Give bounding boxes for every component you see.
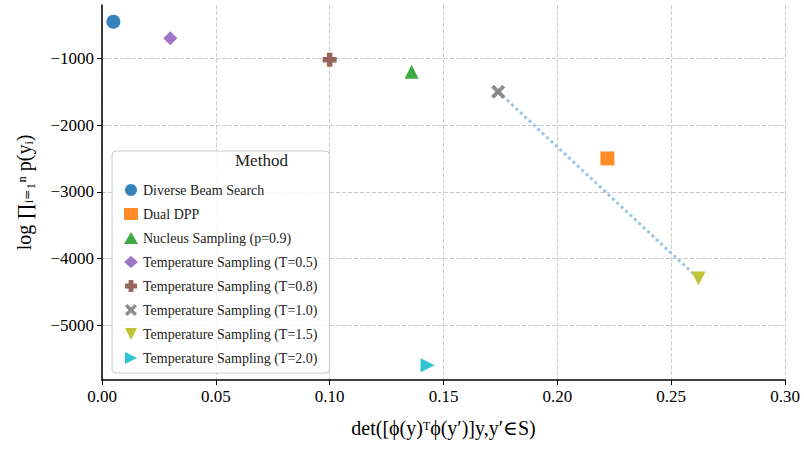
svg-text:Temperature Sampling (T=0.5): Temperature Sampling (T=0.5) bbox=[143, 255, 318, 271]
svg-text:−4000: −4000 bbox=[50, 249, 94, 268]
svg-text:Temperature Sampling (T=0.8): Temperature Sampling (T=0.8) bbox=[143, 279, 318, 295]
svg-text:log ∏ᵢ₌₁ⁿ p(yᵢ): log ∏ᵢ₌₁ⁿ p(yᵢ) bbox=[13, 135, 36, 251]
svg-text:0.05: 0.05 bbox=[201, 387, 231, 406]
svg-text:0.20: 0.20 bbox=[542, 387, 572, 406]
svg-text:−1000: −1000 bbox=[50, 49, 94, 68]
svg-text:0.25: 0.25 bbox=[656, 387, 686, 406]
svg-text:0.30: 0.30 bbox=[770, 387, 800, 406]
svg-text:Temperature Sampling (T=1.0): Temperature Sampling (T=1.0) bbox=[143, 303, 318, 319]
svg-text:−2000: −2000 bbox=[50, 116, 94, 135]
svg-text:Method: Method bbox=[235, 151, 288, 170]
svg-text:Temperature Sampling (T=2.0): Temperature Sampling (T=2.0) bbox=[143, 351, 318, 367]
svg-text:Nucleus Sampling (p=0.9): Nucleus Sampling (p=0.9) bbox=[143, 231, 292, 247]
svg-text:Diverse Beam Search: Diverse Beam Search bbox=[143, 183, 264, 198]
svg-text:−5000: −5000 bbox=[50, 316, 94, 335]
svg-text:Dual DPP: Dual DPP bbox=[143, 207, 200, 222]
svg-text:0.10: 0.10 bbox=[315, 387, 345, 406]
svg-text:Temperature Sampling (T=1.5): Temperature Sampling (T=1.5) bbox=[143, 327, 318, 343]
svg-text:0.00: 0.00 bbox=[87, 387, 117, 406]
svg-text:det([ϕ(y)ᵀϕ(y′)]y,y′∈S): det([ϕ(y)ᵀϕ(y′)]y,y′∈S) bbox=[351, 417, 535, 440]
svg-text:0.15: 0.15 bbox=[429, 387, 459, 406]
svg-text:−3000: −3000 bbox=[50, 182, 94, 201]
